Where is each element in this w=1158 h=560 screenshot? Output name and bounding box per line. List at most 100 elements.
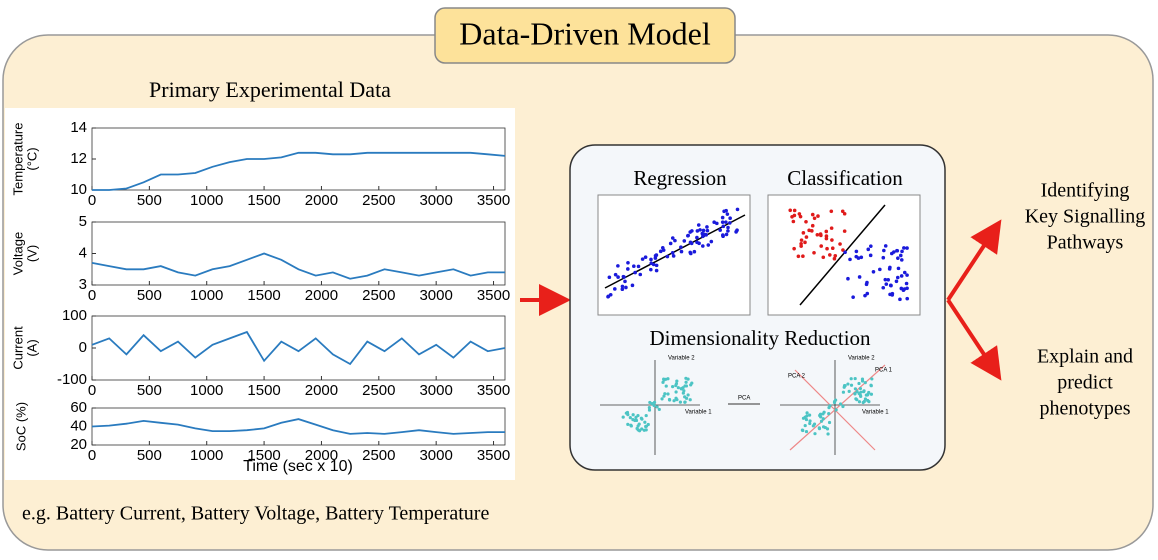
output-text: Key Signalling xyxy=(1025,206,1146,228)
y-tick-label: 60 xyxy=(70,399,87,416)
icon-dot xyxy=(798,214,803,219)
icon-dot xyxy=(865,291,870,296)
icon-dot xyxy=(881,285,886,290)
icon-dot xyxy=(636,264,641,269)
icon-dot xyxy=(674,383,678,388)
icon-dot xyxy=(854,397,858,401)
icon-dot xyxy=(673,238,677,243)
y-tick-label: 100 xyxy=(62,307,87,324)
icon-dot xyxy=(857,275,862,279)
x-tick-label: 2000 xyxy=(305,287,338,304)
y-tick-label: 10 xyxy=(70,181,87,198)
icon-dot xyxy=(830,246,835,250)
icon-dot xyxy=(807,228,811,233)
icon-dot xyxy=(657,407,661,412)
icon-dot xyxy=(686,233,690,238)
icon-dot xyxy=(679,387,683,391)
x-label: Time (sec x 10) xyxy=(243,458,353,475)
icon-dot xyxy=(721,224,726,229)
icon-dot xyxy=(688,250,693,255)
icon-dot xyxy=(883,277,888,282)
x-tick-label: 3000 xyxy=(419,287,452,304)
icon-dot xyxy=(655,405,659,409)
icon-dot xyxy=(888,265,892,270)
icon-dot xyxy=(894,279,899,284)
icon-dot xyxy=(653,256,658,260)
icon-dot xyxy=(900,249,904,254)
icon-dot xyxy=(636,424,640,428)
icon-dot xyxy=(671,385,675,389)
icon-dot xyxy=(683,400,687,404)
icon-dot xyxy=(638,272,643,277)
icon-dot xyxy=(846,382,850,386)
icon-dot xyxy=(675,379,679,383)
icon-dot xyxy=(643,420,647,424)
icon-dot xyxy=(715,221,719,226)
icon-dot xyxy=(857,400,862,404)
icon-dot xyxy=(706,243,711,247)
x-tick-label: 2500 xyxy=(362,447,395,464)
icon-dot xyxy=(801,231,806,235)
icon-dot xyxy=(735,207,740,212)
icon-dot xyxy=(684,380,688,384)
x-tick-label: 3000 xyxy=(419,447,452,464)
icon-dot xyxy=(654,263,659,268)
icon-dot xyxy=(620,287,625,292)
icon-dot xyxy=(862,399,866,404)
icon-dot xyxy=(869,384,873,388)
icon-dot xyxy=(728,216,732,221)
icon-dot xyxy=(863,293,867,298)
icon-dot xyxy=(616,275,620,279)
x-tick-label: 1000 xyxy=(190,192,223,209)
output-text: Explain and xyxy=(1037,346,1133,368)
x-tick-label: 3500 xyxy=(477,382,510,399)
icon-dot xyxy=(810,212,815,217)
left-title: Primary Experimental Data xyxy=(149,77,391,102)
icon-dot xyxy=(827,406,831,410)
icon-dot xyxy=(640,417,644,421)
icon-dot xyxy=(800,428,805,432)
icon-dot xyxy=(679,249,684,254)
icon-dot xyxy=(905,246,909,250)
axis-label: Variable 1 xyxy=(685,410,712,416)
icon-dot xyxy=(833,253,838,258)
method-label: Classification xyxy=(787,166,903,190)
icon-dot xyxy=(637,429,642,433)
x-tick-label: 0 xyxy=(88,192,96,209)
icon-dot xyxy=(624,285,628,290)
icon-dot xyxy=(644,413,648,418)
icon-dot xyxy=(700,231,705,236)
icon-dot xyxy=(871,269,876,274)
icon-dot xyxy=(827,420,832,425)
icon-dot xyxy=(889,251,894,256)
icon-dot xyxy=(805,414,809,418)
icon-dot xyxy=(626,422,630,426)
x-tick-label: 0 xyxy=(88,382,96,399)
icon-dot xyxy=(678,400,683,404)
icon-dot xyxy=(843,250,847,255)
series-line xyxy=(92,151,506,191)
icon-dot xyxy=(626,260,630,265)
icon-dot xyxy=(724,220,728,224)
icon-dot xyxy=(841,248,845,252)
icon-dot xyxy=(621,274,626,279)
icon-dot xyxy=(684,384,689,388)
icon-dot xyxy=(841,404,845,409)
icon-dot xyxy=(701,244,705,248)
icon-dot xyxy=(647,406,651,410)
icon-dot xyxy=(864,282,869,287)
icon-dot xyxy=(661,380,665,384)
icon-dot xyxy=(628,416,632,420)
method-label: Regression xyxy=(633,166,727,190)
icon-dot xyxy=(866,247,871,252)
icon-dot xyxy=(720,215,725,220)
icon-dot xyxy=(804,429,809,434)
icon-dot xyxy=(842,229,847,233)
icon-dot xyxy=(808,413,812,417)
icon-dot xyxy=(624,411,628,415)
icon-dot xyxy=(632,264,636,269)
x-tick-label: 3500 xyxy=(477,447,510,464)
icon-dot xyxy=(631,413,635,417)
x-tick-label: 2000 xyxy=(305,192,338,209)
icon-dot xyxy=(899,286,904,291)
